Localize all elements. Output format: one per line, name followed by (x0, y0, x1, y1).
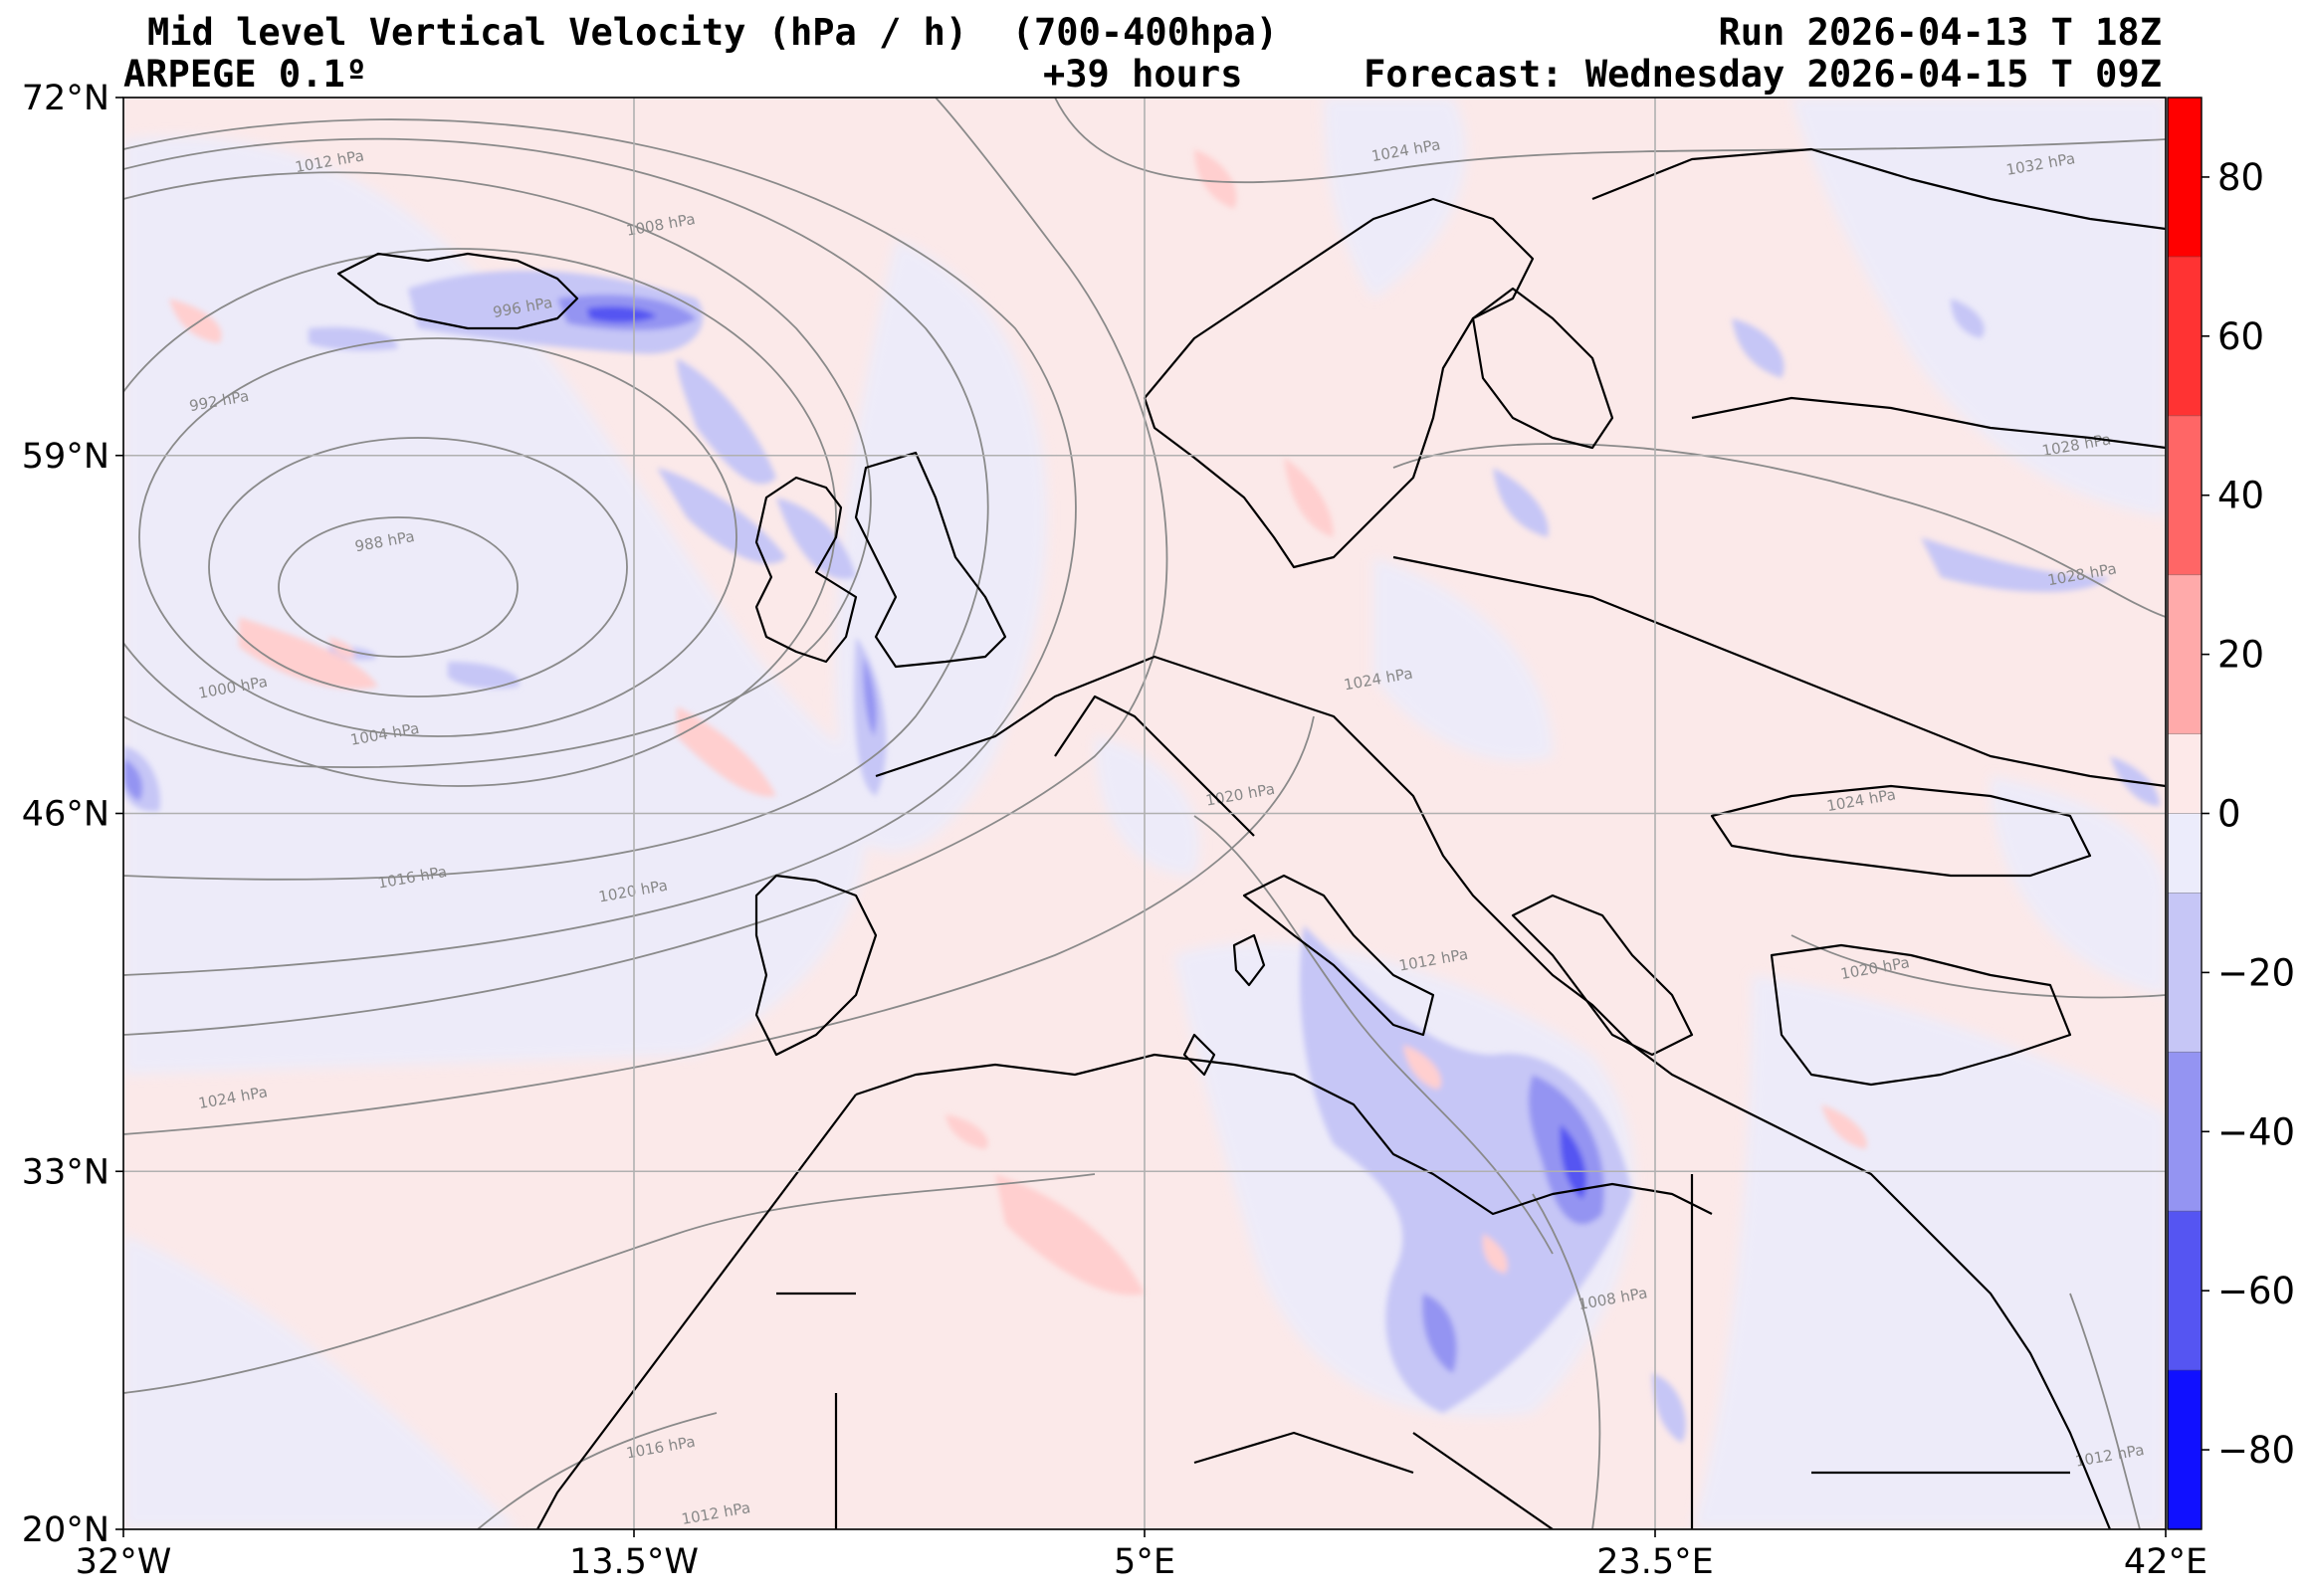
lat-tick-label: 20°N (22, 1510, 109, 1550)
forecast-time: Forecast: Wednesday 2026-04-15 T 09Z (1364, 53, 2162, 96)
colorbar-bin (2168, 1211, 2202, 1371)
colorbar (2167, 97, 2203, 1530)
lat-tick-label: 59°N (22, 437, 109, 477)
map-title: Mid level Vertical Velocity (hPa / h) (7… (147, 11, 1279, 54)
colorbar-tick-label: 80 (2217, 156, 2264, 199)
longitude-labels: 32°W 13.5°W 5°E 23.5°E 42°E (76, 1529, 2207, 1582)
colorbar-bin (2168, 415, 2202, 575)
colorbar-tick-label: −60 (2217, 1270, 2295, 1312)
graticule (123, 98, 2166, 1529)
isobar-contours (123, 98, 2166, 1529)
lon-tick-label: 23.5°E (1596, 1542, 1714, 1582)
lat-tick-label: 46°N (22, 795, 109, 835)
coastlines (336, 147, 2166, 1529)
colorbar-bin (2168, 1370, 2202, 1529)
lon-tick-label: 32°W (76, 1542, 172, 1582)
run-time: Run 2026-04-13 T 18Z (1718, 11, 2162, 54)
colorbar-bin (2168, 813, 2202, 894)
colorbar-tick-label: 20 (2217, 634, 2264, 677)
latitude-labels: 72°N 59°N 46°N 33°N 20°N (22, 79, 123, 1550)
colorbar-labels: 80 60 40 20 0 −20 −40 −60 −80 (2202, 156, 2295, 1472)
lon-tick-label: 13.5°W (569, 1542, 699, 1582)
lat-tick-label: 72°N (22, 79, 109, 118)
lead-time: +39 hours (1043, 53, 1243, 96)
lon-tick-label: 42°E (2124, 1542, 2207, 1582)
colorbar-bin (2168, 1052, 2202, 1212)
colorbar-tick-label: −20 (2217, 951, 2295, 994)
colorbar-bin (2168, 98, 2202, 257)
model-name: ARPEGE 0.1º (123, 53, 368, 96)
colorbar-tick-label: 0 (2217, 793, 2241, 836)
lon-tick-label: 5°E (1114, 1542, 1175, 1582)
colorbar-bin (2168, 733, 2202, 814)
colorbar-bin (2168, 256, 2202, 416)
colorbar-tick-label: 40 (2217, 475, 2264, 517)
colorbar-bin (2168, 893, 2202, 1053)
lat-tick-label: 33°N (22, 1152, 109, 1192)
colorbar-tick-label: −40 (2217, 1110, 2295, 1153)
colorbar-tick-label: 60 (2217, 315, 2264, 358)
colorbar-tick-label: −80 (2217, 1429, 2295, 1472)
colorbar-bin (2168, 574, 2202, 734)
